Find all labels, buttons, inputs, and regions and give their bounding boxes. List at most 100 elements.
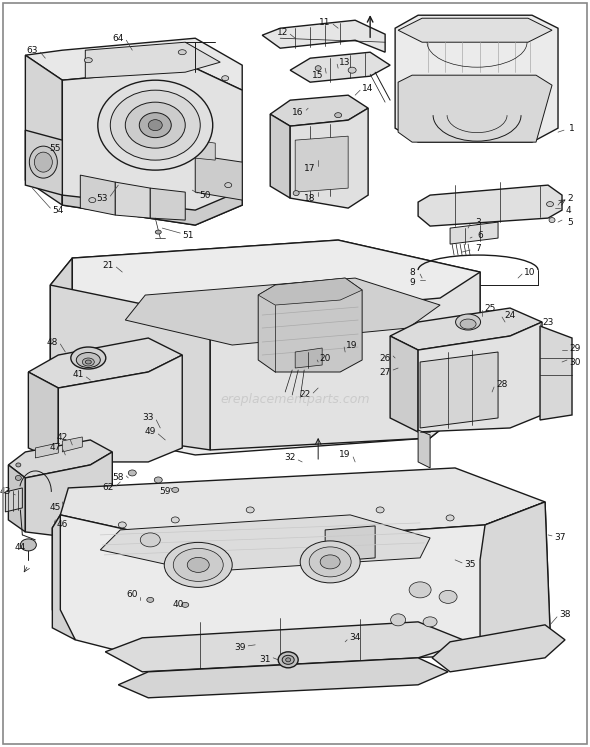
- Text: 6: 6: [477, 231, 483, 240]
- Ellipse shape: [309, 547, 351, 577]
- Text: 51: 51: [182, 231, 194, 240]
- Ellipse shape: [376, 507, 384, 513]
- Text: 34: 34: [349, 633, 361, 642]
- Text: 10: 10: [525, 267, 536, 276]
- Ellipse shape: [164, 542, 232, 587]
- Ellipse shape: [110, 90, 200, 160]
- Text: 58: 58: [113, 474, 124, 483]
- Ellipse shape: [154, 477, 162, 483]
- Text: 16: 16: [293, 108, 304, 117]
- Ellipse shape: [423, 617, 437, 627]
- Text: 48: 48: [47, 338, 58, 347]
- Text: 24: 24: [504, 311, 516, 320]
- Ellipse shape: [139, 113, 171, 137]
- Polygon shape: [195, 140, 215, 160]
- Ellipse shape: [409, 582, 431, 598]
- Ellipse shape: [278, 652, 298, 668]
- Polygon shape: [5, 488, 22, 512]
- Ellipse shape: [225, 182, 232, 187]
- Text: 46: 46: [57, 521, 68, 530]
- Text: 53: 53: [97, 193, 108, 202]
- Polygon shape: [73, 240, 480, 455]
- Ellipse shape: [34, 152, 53, 172]
- Text: 17: 17: [304, 164, 316, 173]
- Text: 12: 12: [277, 28, 288, 37]
- Ellipse shape: [300, 541, 360, 583]
- Text: 47: 47: [50, 444, 61, 453]
- Polygon shape: [80, 175, 115, 215]
- Polygon shape: [115, 182, 150, 218]
- Polygon shape: [325, 526, 375, 562]
- Polygon shape: [398, 75, 552, 142]
- Polygon shape: [395, 15, 558, 142]
- Polygon shape: [28, 372, 58, 462]
- Ellipse shape: [15, 475, 21, 480]
- Polygon shape: [398, 18, 552, 42]
- Polygon shape: [295, 136, 348, 192]
- Ellipse shape: [391, 614, 405, 626]
- Text: 39: 39: [234, 643, 246, 652]
- Text: 14: 14: [362, 84, 374, 93]
- Text: 2: 2: [567, 193, 573, 202]
- Polygon shape: [390, 308, 542, 350]
- Ellipse shape: [84, 58, 92, 63]
- Text: 50: 50: [199, 190, 211, 199]
- Text: 59: 59: [159, 488, 171, 497]
- Text: 23: 23: [542, 317, 553, 326]
- Text: 15: 15: [313, 71, 324, 80]
- Polygon shape: [25, 38, 242, 90]
- Text: 32: 32: [284, 453, 296, 462]
- Text: 55: 55: [50, 143, 61, 152]
- Ellipse shape: [178, 50, 186, 55]
- Ellipse shape: [147, 598, 154, 602]
- Polygon shape: [50, 240, 480, 318]
- Text: 45: 45: [50, 503, 61, 512]
- Polygon shape: [8, 440, 112, 478]
- Text: 11: 11: [319, 18, 331, 27]
- Ellipse shape: [128, 470, 136, 476]
- Text: 44: 44: [15, 543, 26, 552]
- Polygon shape: [58, 355, 182, 462]
- Text: 7: 7: [475, 244, 481, 252]
- Polygon shape: [420, 352, 498, 428]
- Ellipse shape: [320, 555, 340, 569]
- Polygon shape: [258, 278, 362, 305]
- Polygon shape: [28, 338, 182, 388]
- Polygon shape: [50, 258, 73, 430]
- Ellipse shape: [171, 517, 179, 523]
- Ellipse shape: [460, 319, 476, 329]
- Ellipse shape: [89, 198, 96, 202]
- Text: 28: 28: [496, 380, 508, 389]
- Text: 37: 37: [554, 533, 566, 542]
- Text: 27: 27: [379, 368, 391, 376]
- Polygon shape: [8, 465, 25, 532]
- Ellipse shape: [16, 463, 21, 467]
- Polygon shape: [50, 285, 210, 450]
- Ellipse shape: [30, 146, 57, 178]
- Polygon shape: [258, 278, 362, 372]
- Ellipse shape: [125, 102, 185, 148]
- Text: 64: 64: [113, 34, 124, 43]
- Ellipse shape: [282, 655, 294, 664]
- Ellipse shape: [286, 658, 291, 662]
- Ellipse shape: [439, 590, 457, 604]
- Text: 20: 20: [319, 353, 331, 362]
- Text: 38: 38: [559, 610, 571, 619]
- Text: 19: 19: [339, 450, 351, 459]
- Polygon shape: [150, 188, 185, 220]
- Ellipse shape: [549, 217, 555, 223]
- Polygon shape: [100, 515, 430, 572]
- Polygon shape: [63, 437, 83, 452]
- Polygon shape: [290, 108, 368, 208]
- Text: 31: 31: [260, 655, 271, 664]
- Polygon shape: [25, 55, 63, 205]
- Text: 18: 18: [304, 193, 316, 202]
- Ellipse shape: [246, 507, 254, 513]
- Ellipse shape: [315, 66, 321, 71]
- Text: 35: 35: [464, 560, 476, 569]
- Ellipse shape: [222, 75, 229, 81]
- Polygon shape: [53, 515, 76, 640]
- Text: 30: 30: [569, 358, 581, 367]
- Text: 22: 22: [300, 391, 311, 400]
- Polygon shape: [390, 336, 418, 432]
